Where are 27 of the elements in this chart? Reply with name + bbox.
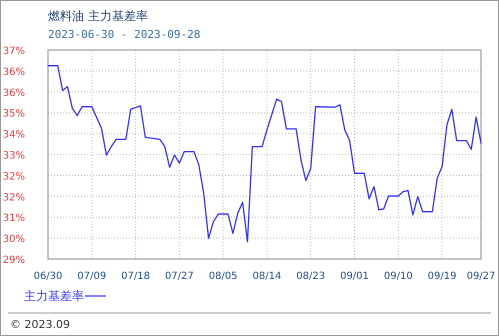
y-tick-label: 34% xyxy=(2,130,25,141)
y-tick-label: 37% xyxy=(2,46,25,57)
text: © 2023.09 xyxy=(10,318,70,331)
y-tick-label: 29% xyxy=(2,255,25,266)
line-series xyxy=(47,65,482,242)
chart-title: 燃料油 主力基差率 xyxy=(48,9,148,23)
x-tick-label: 08/14 xyxy=(252,271,282,282)
x-tick-label: 07/18 xyxy=(121,271,150,282)
y-tick-label: 32% xyxy=(2,192,25,204)
y-tick-label: 32% xyxy=(2,171,25,182)
x-tick-label: 09/01 xyxy=(340,271,369,282)
legend-label: 主力基差率 xyxy=(24,289,84,303)
y-tick-label: 35% xyxy=(2,108,25,120)
y-tick-label: 30% xyxy=(2,234,25,246)
y-tick-label: 33% xyxy=(2,150,25,162)
x-tick-label: 09/10 xyxy=(384,271,413,282)
chart-subtitle: 2023-06-30 - 2023-09-28 xyxy=(48,28,200,41)
x-tick-label: 07/09 xyxy=(77,271,106,282)
x-tick-label: 07/27 xyxy=(164,271,194,282)
y-tick-label: 36% xyxy=(2,66,25,78)
y-tick-label: 36% xyxy=(2,88,25,99)
x-tick-label: 09/19 xyxy=(428,271,456,282)
x-tick-label: 08/23 xyxy=(296,271,326,282)
x-tick-label: 09/27 xyxy=(466,271,496,282)
x-tick-label: 06/30 xyxy=(34,271,62,282)
x-tick-label: 08/05 xyxy=(208,271,238,282)
y-tick-label: 31% xyxy=(2,213,25,224)
